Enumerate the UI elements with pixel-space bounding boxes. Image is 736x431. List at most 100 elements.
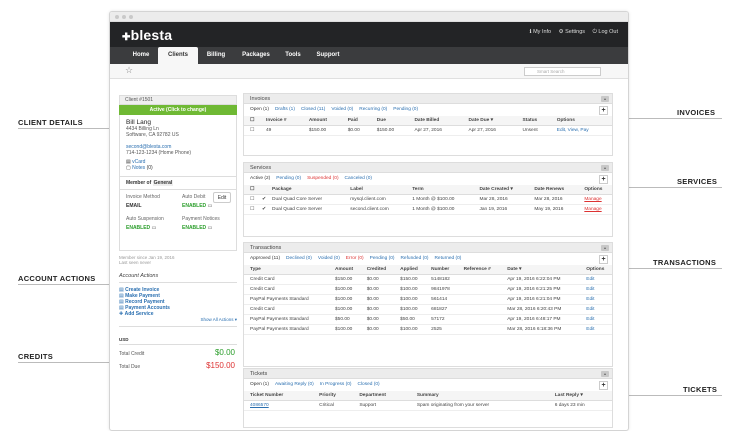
tab-pending[interactable]: Pending (0)	[276, 176, 302, 181]
tab-closed[interactable]: Closed (11)	[300, 107, 326, 112]
invoice-options[interactable]: Edit, View, Pay	[550, 125, 612, 136]
tab-in-progress[interactable]: In Progress (0)	[319, 382, 352, 387]
column-header: Date Renews	[528, 185, 579, 195]
table-row: Credit Card $100.00 $0.00 $100.00 9841978 Apr…	[244, 284, 612, 295]
tab-awaiting-reply[interactable]: Awaiting Reply (0)	[274, 382, 314, 387]
collapse-icon[interactable]: ▴	[601, 371, 609, 377]
table-row: PayPal Payments Standard $100.00 $0.00 $100…	[244, 324, 612, 335]
manage-link[interactable]: Manage	[578, 194, 612, 205]
notes-link[interactable]: ▢ Notes (0)	[126, 165, 153, 171]
my-info-link[interactable]: ℹ My Info	[529, 29, 552, 35]
show-all-actions[interactable]: Show All Actions ▾	[119, 317, 237, 327]
services-header: Services ▴	[244, 163, 612, 173]
collapse-icon[interactable]: ▴	[601, 245, 609, 251]
tab-approved[interactable]: Approved (11)	[250, 256, 281, 261]
column-header: Summary	[410, 391, 549, 401]
tab-voided[interactable]: Voided (0)	[331, 107, 354, 112]
nav-support[interactable]: Support	[316, 52, 340, 58]
callout-services: SERVICES	[677, 177, 718, 186]
window-chrome	[110, 12, 628, 22]
nav-home[interactable]: Home	[132, 52, 150, 58]
column-header: Priority	[313, 391, 354, 401]
column-header[interactable]: Date Created ▾	[473, 185, 529, 195]
nav-packages[interactable]: Packages	[242, 52, 270, 58]
tab-voided[interactable]: Voided (0)	[317, 256, 340, 261]
edit-link[interactable]: Edit	[580, 294, 612, 305]
callout-line	[18, 284, 118, 285]
collapse-icon[interactable]: ▴	[601, 96, 609, 102]
row-checkbox[interactable]: ☐	[244, 194, 256, 205]
invoices-panel: Invoices ▴ Open (1) Drafts (1) Closed (11) V…	[243, 93, 613, 156]
tab-closed[interactable]: Closed (0)	[357, 382, 380, 387]
checkbox-header[interactable]: ☐	[244, 116, 260, 126]
tab-refunded[interactable]: Refunded (0)	[400, 256, 429, 261]
tab-returned[interactable]: Returned (0)	[434, 256, 462, 261]
star-icon[interactable]: ☆	[125, 65, 134, 75]
edit-link[interactable]: Edit	[580, 304, 612, 315]
edit-link[interactable]: Edit	[580, 274, 612, 285]
tickets-table: Ticket Number Priority Department Summary La…	[244, 391, 612, 411]
tab-recurring[interactable]: Recurring (0)	[359, 107, 388, 112]
nav-tools[interactable]: Tools	[285, 52, 301, 58]
add-invoice-button[interactable]: +	[599, 106, 608, 115]
add-service-icon: ✚	[119, 311, 125, 317]
transactions-table: Type Amount Credited Applied Number Reference…	[244, 265, 612, 335]
tab-pending[interactable]: Pending (0)	[393, 107, 419, 112]
add-service-button[interactable]: +	[599, 175, 608, 184]
window-dot	[122, 15, 126, 19]
client-name: Bill Lang	[126, 119, 151, 126]
column-header: Number	[425, 265, 458, 275]
auto-debit-value[interactable]: ENABLED ▭	[182, 203, 213, 209]
blesta-logo[interactable]: ✚blesta	[122, 27, 173, 43]
callout-line	[622, 187, 722, 188]
tab-active[interactable]: Active (2)	[250, 176, 271, 181]
add-ticket-button[interactable]: +	[599, 381, 608, 390]
column-header[interactable]: Last Reply ▾	[548, 391, 612, 401]
add-transaction-button[interactable]: +	[599, 255, 608, 264]
edit-button[interactable]: Edit	[213, 192, 231, 203]
tab-suspended[interactable]: Suspended (0)	[307, 176, 339, 181]
search-input[interactable]: Smart Search	[524, 67, 601, 76]
tab-open[interactable]: Open (1)	[250, 382, 269, 387]
column-header: Label	[344, 185, 407, 195]
action-make-payment[interactable]: ▤ Make Payment	[119, 293, 160, 299]
transactions-header: Transactions ▴	[244, 243, 612, 253]
notes-icon: ▢	[126, 165, 133, 171]
tab-drafts[interactable]: Drafts (1)	[274, 107, 295, 112]
action-payment-accounts[interactable]: ▤ Payment Accounts	[119, 305, 170, 311]
column-header: Amount	[328, 265, 361, 275]
ticket-link[interactable]: 4086570	[244, 400, 314, 411]
auto-suspension-value[interactable]: ENABLED ▭	[126, 225, 157, 231]
settings-link[interactable]: ⚙ Settings	[558, 29, 585, 35]
checkbox-header[interactable]: ☐	[244, 185, 256, 195]
edit-link[interactable]: Edit	[580, 314, 612, 325]
column-header[interactable]: Date Due ▾	[462, 116, 517, 126]
row-checkbox[interactable]: ☐	[244, 204, 256, 215]
tab-declined[interactable]: Declined (0)	[286, 256, 312, 261]
row-checkbox[interactable]: ☐	[244, 125, 260, 136]
column-header: Status	[516, 116, 551, 126]
table-row: Credit Card $150.00 $0.00 $150.00 5148182 Apr…	[244, 274, 612, 285]
status-toggle[interactable]: Active (Click to change)	[119, 105, 237, 115]
action-add-service[interactable]: ✚ Add Service	[119, 311, 154, 317]
tab-pending[interactable]: Pending (0)	[369, 256, 395, 261]
action-record-payment[interactable]: ▤ Record Payment	[119, 299, 165, 305]
manage-link[interactable]: Manage	[578, 204, 612, 215]
payment-notices-value[interactable]: ENABLED ▭	[182, 225, 213, 231]
column-header: Date Billed	[408, 116, 463, 126]
column-header: Type	[244, 265, 329, 275]
tab-canceled[interactable]: Canceled (0)	[344, 176, 373, 181]
client-email[interactable]: second@blesta.com	[126, 144, 172, 150]
column-header[interactable]: Date ▾	[501, 265, 581, 275]
tab-error[interactable]: Error (0)	[345, 256, 364, 261]
collapse-icon[interactable]: ▴	[601, 165, 609, 171]
callout-account-actions: ACCOUNT ACTIONS	[18, 274, 96, 283]
action-create-invoice[interactable]: ▤ Create Invoice	[119, 287, 160, 293]
tab-open[interactable]: Open (1)	[250, 107, 269, 112]
logout-link[interactable]: ⏻ Log Out	[592, 29, 618, 35]
nav-clients[interactable]: Clients	[158, 47, 198, 64]
edit-link[interactable]: Edit	[580, 324, 612, 335]
vcard-link[interactable]: ▤ vCard	[126, 159, 146, 165]
edit-link[interactable]: Edit	[580, 284, 612, 295]
nav-billing[interactable]: Billing	[206, 52, 226, 58]
